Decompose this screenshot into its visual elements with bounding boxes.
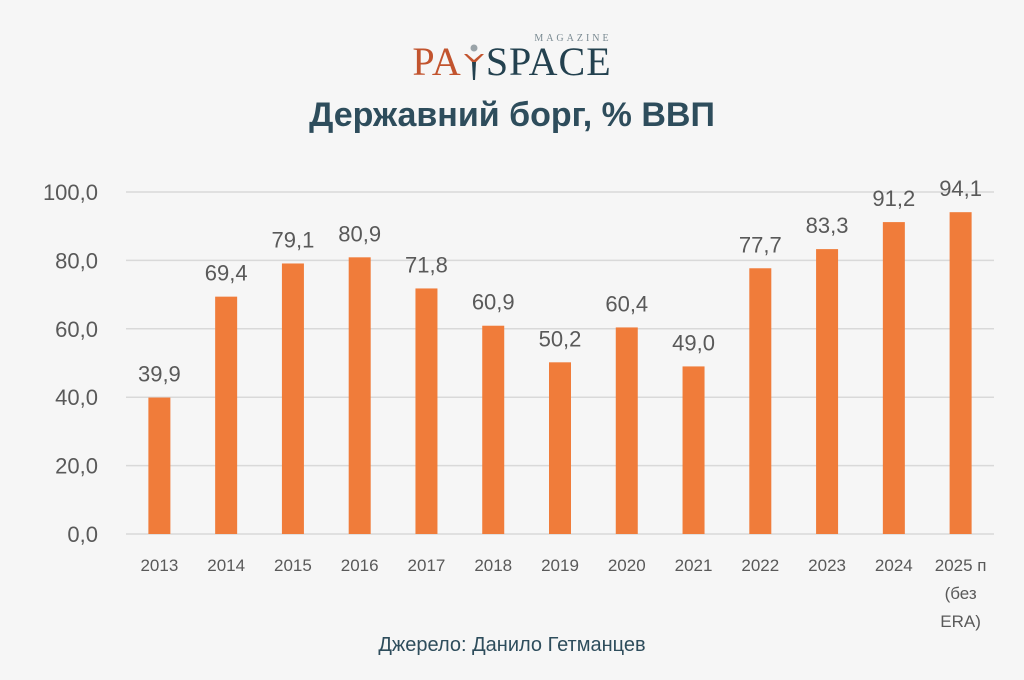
x-tick-label: 2024 — [875, 556, 913, 575]
logo-figure-icon — [463, 44, 484, 80]
bar — [549, 362, 571, 534]
x-tick-label: 2017 — [408, 556, 446, 575]
x-tick-label: 2020 — [608, 556, 646, 575]
data-label: 71,8 — [405, 252, 448, 277]
bar — [749, 268, 772, 534]
chart-title: Державний борг, % ВВП — [309, 96, 715, 134]
bar — [615, 327, 638, 534]
data-label: 49,0 — [672, 330, 715, 355]
source-note: Джерело: Данило Гетманцев — [378, 634, 646, 656]
data-label: 50,2 — [539, 326, 582, 351]
bar — [348, 257, 371, 534]
x-tick-label: 2013 — [140, 556, 178, 575]
y-tick-label: 0,0 — [67, 522, 98, 547]
data-label: 83,3 — [806, 213, 849, 238]
paysapce-logo: PA SPACE MAGAZINE — [0, 22, 1024, 82]
bar — [415, 288, 438, 534]
logo-magazine-text: MAGAZINE — [534, 33, 612, 44]
y-tick-label: 80,0 — [55, 248, 98, 273]
data-label: 60,9 — [472, 290, 515, 315]
x-tick-label: (без — [945, 584, 977, 603]
data-label: 79,1 — [272, 227, 315, 252]
x-tick-label: 2015 — [274, 556, 312, 575]
x-tick-label: 2014 — [207, 556, 245, 575]
data-label: 80,9 — [338, 221, 381, 246]
bar — [281, 263, 304, 534]
x-tick-label: 2025 п — [935, 556, 987, 575]
data-label: 39,9 — [138, 362, 181, 387]
x-tick-label: 2019 — [541, 556, 579, 575]
bar — [215, 296, 238, 534]
y-tick-label: 20,0 — [55, 454, 98, 479]
data-label: 91,2 — [872, 186, 915, 211]
bar — [816, 249, 839, 534]
x-tick-label: 2021 — [675, 556, 713, 575]
y-tick-label: 60,0 — [55, 317, 98, 342]
bar — [482, 325, 505, 534]
bar — [949, 212, 972, 535]
data-label: 69,4 — [205, 261, 248, 286]
y-tick-label: 40,0 — [55, 385, 98, 410]
x-tick-label: 2018 — [474, 556, 512, 575]
y-tick-label: 100,0 — [43, 180, 98, 205]
data-label: 60,4 — [605, 291, 648, 316]
bar — [148, 397, 171, 534]
x-tick-label: ERA) — [940, 612, 981, 631]
data-label: 77,7 — [739, 232, 782, 257]
bar — [882, 222, 905, 534]
x-tick-label: 2022 — [741, 556, 779, 575]
logo-pay-text: PA — [412, 39, 462, 84]
x-tick-label: 2016 — [341, 556, 379, 575]
logo-space-text: SPACE — [485, 39, 612, 84]
bar — [682, 366, 705, 534]
data-label: 94,1 — [939, 176, 982, 201]
x-tick-label: 2023 — [808, 556, 846, 575]
